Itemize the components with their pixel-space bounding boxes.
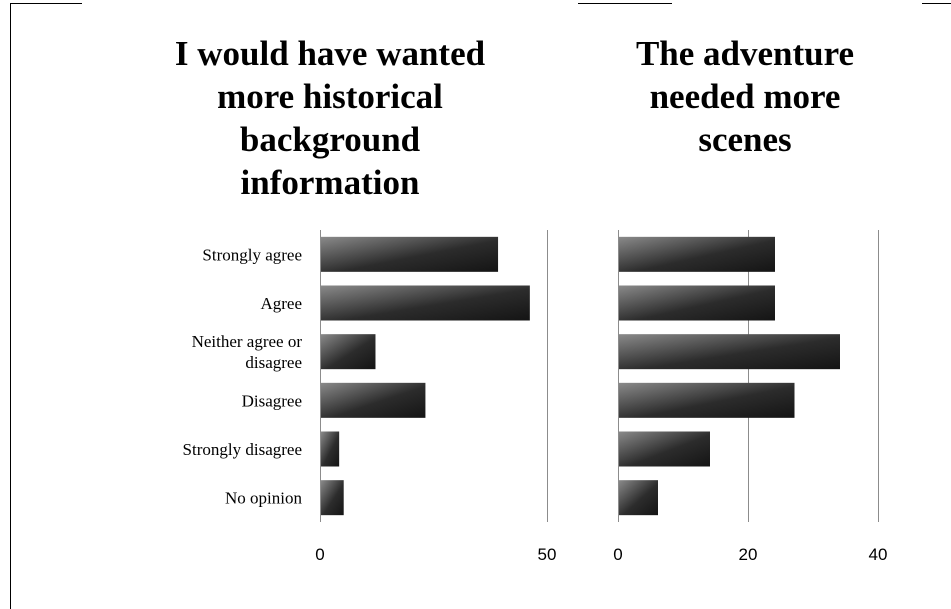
chart-more-scenes: 0 20 40	[613, 230, 887, 564]
bar-historical-5	[321, 480, 344, 516]
category-label-1: Agree	[260, 294, 302, 313]
tick-label-scenes-40: 40	[869, 545, 888, 564]
bar-historical-3	[321, 382, 426, 418]
tick-label-scenes-0: 0	[613, 545, 622, 564]
bar-historical-2	[321, 334, 376, 370]
bar-scenes-3	[619, 382, 795, 418]
category-label-3: Disagree	[242, 391, 302, 410]
tick-label-historical-50: 50	[538, 545, 557, 564]
bar-scenes-1	[619, 285, 775, 321]
bar-scenes-4	[619, 431, 710, 467]
chart-title-historical-background: I would have wanted more historical back…	[174, 34, 486, 202]
bar-historical-1	[321, 285, 530, 321]
chart-title-more-scenes: The adventure needed more scenes	[635, 34, 855, 159]
bar-historical-0	[321, 236, 499, 272]
category-label-2: Neither agree or disagree	[192, 332, 303, 372]
category-label-5: No opinion	[225, 489, 302, 508]
bar-historical-4	[321, 431, 340, 467]
bar-scenes-5	[619, 480, 658, 516]
tick-label-historical-0: 0	[315, 545, 324, 564]
category-label-0: Strongly agree	[202, 245, 302, 264]
chart-historical-background: 0 50 Strongly agree Agree Neither agree or di…	[183, 230, 557, 564]
category-label-4: Strongly disagree	[183, 440, 302, 459]
tick-label-scenes-20: 20	[739, 545, 758, 564]
bar-scenes-2	[619, 334, 840, 370]
bar-scenes-0	[619, 236, 775, 272]
